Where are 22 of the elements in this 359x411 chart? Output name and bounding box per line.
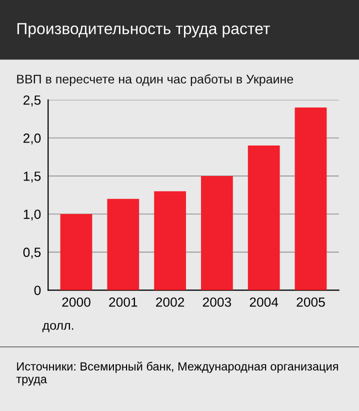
y-tick-label: 1,0 [24,210,41,221]
chart-subtitle: ВВП в пересчете на один час работы в Украине [17,74,294,86]
x-tick-label: 2004 [250,297,278,307]
x-tick-label: 2001 [109,297,138,307]
y-tick-label: 2,0 [23,134,41,144]
x-tick-label: 2000 [62,297,90,307]
text: Источники: Всемирный банк, Международная организация труда [16,362,338,386]
bar [248,146,280,290]
y-tick-label: 2,5 [23,95,41,106]
bar [294,107,327,290]
bar [154,191,186,290]
y-tick-label: 1,5 [24,172,41,182]
y-tick-label: 0,5 [23,248,41,259]
chart-title: Производительность труда растет [17,23,270,38]
bar [107,198,140,290]
x-tick-label: 2005 [296,297,325,307]
text: долл. [42,322,74,332]
y-tick-label: 0 [34,286,41,296]
bar [201,176,233,290]
x-tick-label: 2002 [156,297,184,307]
bar [60,214,92,290]
x-tick-label: 2003 [202,297,232,307]
